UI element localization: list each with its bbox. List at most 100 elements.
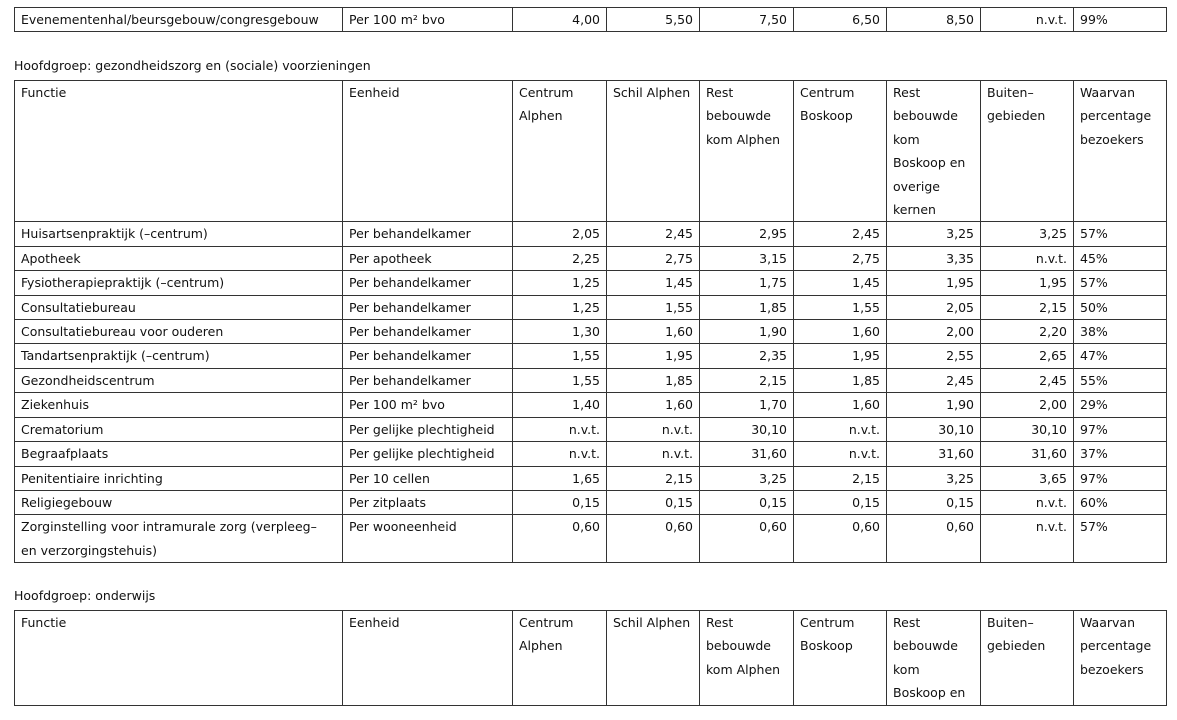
table-cell: 0,15 bbox=[512, 489, 607, 516]
table-cell: Begraafplaats bbox=[14, 441, 343, 467]
header-cell: Centrum Alphen bbox=[512, 79, 607, 223]
table-cell: 1,90 bbox=[699, 319, 794, 345]
table-row: Huisartsenpraktijk (–centrum) Per behande… bbox=[14, 221, 1167, 247]
header-row: Functie Eenheid Centrum Alphen Schil Alphen… bbox=[14, 610, 1167, 706]
table-cell: 2,45 bbox=[606, 221, 700, 247]
table-cell: 0,60 bbox=[699, 514, 794, 564]
section-table: Functie Eenheid Centrum Alphen Schil Alphen… bbox=[14, 610, 1167, 706]
table-cell: 2,75 bbox=[793, 245, 887, 272]
header-cell: Buiten– gebieden bbox=[980, 79, 1074, 223]
table-cell: 8,50 bbox=[886, 6, 981, 33]
table-cell: 57% bbox=[1073, 221, 1167, 247]
table-row: Apotheek Per apotheek 2,25 2,75 3,15 2,75 3,35… bbox=[14, 245, 1167, 272]
table-cell: Penitentiaire inrichting bbox=[14, 465, 343, 491]
table-cell: Religiegebouw bbox=[14, 489, 343, 516]
table-row: Gezondheidscentrum Per behandelkamer 1,55 1… bbox=[14, 367, 1167, 394]
section-heading: Hoofdgroep: onderwijs bbox=[14, 588, 156, 603]
table-cell: 1,90 bbox=[886, 392, 981, 418]
table-cell: 1,95 bbox=[886, 270, 981, 296]
table-cell: 1,25 bbox=[512, 270, 607, 296]
table-row: Penitentiaire inrichting Per 10 cellen 1,6… bbox=[14, 465, 1167, 491]
table-cell: 0,15 bbox=[793, 489, 887, 516]
table-cell: n.v.t. bbox=[606, 416, 700, 443]
table-cell: Apotheek bbox=[14, 245, 343, 272]
table-cell: n.v.t. bbox=[980, 489, 1074, 516]
table-cell: 1,30 bbox=[512, 319, 607, 345]
table-cell: 31,60 bbox=[699, 441, 794, 467]
table-cell: Per behandelkamer bbox=[342, 270, 513, 296]
table-cell: 97% bbox=[1073, 416, 1167, 443]
table-row: Crematorium Per gelijke plechtigheid n.v.t… bbox=[14, 416, 1167, 443]
table-cell: 31,60 bbox=[980, 441, 1074, 467]
table-cell: Crematorium bbox=[14, 416, 343, 443]
header-cell: Waarvan percentage bezoekers bbox=[1073, 610, 1167, 706]
table-cell: n.v.t. bbox=[980, 514, 1074, 564]
table-cell: 29% bbox=[1073, 392, 1167, 418]
table-cell: 57% bbox=[1073, 514, 1167, 564]
header-cell: Schil Alphen bbox=[606, 610, 700, 706]
table-cell: 1,45 bbox=[606, 270, 700, 296]
table-cell: 3,25 bbox=[886, 221, 981, 247]
table-cell: 2,45 bbox=[980, 367, 1074, 394]
table-cell: n.v.t. bbox=[606, 441, 700, 467]
table-cell: 0,60 bbox=[886, 514, 981, 564]
section-heading: Hoofdgroep: gezondheidszorg en (sociale)… bbox=[14, 58, 371, 73]
table-cell: Per behandelkamer bbox=[342, 319, 513, 345]
table-cell: 1,95 bbox=[980, 270, 1074, 296]
top-table: Evenementenhal/beursgebouw/congresgebouw… bbox=[14, 6, 1167, 33]
header-cell: Eenheid bbox=[342, 79, 513, 223]
table-cell: 3,35 bbox=[886, 245, 981, 272]
header-cell: Rest bebouwde kom Alphen bbox=[699, 79, 794, 223]
table-cell: 1,85 bbox=[793, 367, 887, 394]
table-cell: 1,60 bbox=[606, 319, 700, 345]
table-cell: 1,60 bbox=[793, 392, 887, 418]
table-cell: Per wooneenheid bbox=[342, 514, 513, 564]
table-cell: 2,65 bbox=[980, 343, 1074, 369]
table-cell: 37% bbox=[1073, 441, 1167, 467]
table-cell: Per behandelkamer bbox=[342, 343, 513, 369]
table-row: Begraafplaats Per gelijke plechtigheid n.v… bbox=[14, 441, 1167, 467]
table-cell: n.v.t. bbox=[793, 441, 887, 467]
table-cell: Per 10 cellen bbox=[342, 465, 513, 491]
table-cell: n.v.t. bbox=[512, 416, 607, 443]
table-cell: 0,60 bbox=[793, 514, 887, 564]
table-cell: 2,55 bbox=[886, 343, 981, 369]
table-cell: 2,35 bbox=[699, 343, 794, 369]
table-cell: 1,65 bbox=[512, 465, 607, 491]
table-cell: 0,60 bbox=[606, 514, 700, 564]
table-cell: Per behandelkamer bbox=[342, 367, 513, 394]
table-cell: 3,25 bbox=[980, 221, 1074, 247]
header-cell: Centrum Boskoop bbox=[793, 79, 887, 223]
header-cell: Rest bebouwde kom Boskoop en bbox=[886, 610, 981, 706]
table-cell: 1,70 bbox=[699, 392, 794, 418]
table-cell: 1,95 bbox=[793, 343, 887, 369]
table-row: Evenementenhal/beursgebouw/congresgebouw… bbox=[14, 6, 1167, 33]
table-row: Consultatiebureau voor ouderen Per behand… bbox=[14, 319, 1167, 345]
table-cell: 1,55 bbox=[606, 294, 700, 321]
table-cell: 0,60 bbox=[512, 514, 607, 564]
table-cell: 97% bbox=[1073, 465, 1167, 491]
header-cell: Centrum Alphen bbox=[512, 610, 607, 706]
table-cell: Per apotheek bbox=[342, 245, 513, 272]
table-cell: 50% bbox=[1073, 294, 1167, 321]
table-cell: 30,10 bbox=[699, 416, 794, 443]
table-cell: 0,15 bbox=[606, 489, 700, 516]
table-cell: 7,50 bbox=[699, 6, 794, 33]
table-cell: 2,15 bbox=[699, 367, 794, 394]
table-cell: Huisartsenpraktijk (–centrum) bbox=[14, 221, 343, 247]
header-cell: Schil Alphen bbox=[606, 79, 700, 223]
table-cell: 1,95 bbox=[606, 343, 700, 369]
table-cell: 1,60 bbox=[793, 319, 887, 345]
table-cell: Evenementenhal/beursgebouw/congresgebouw bbox=[14, 6, 343, 33]
table-cell: 3,65 bbox=[980, 465, 1074, 491]
table-cell: 2,95 bbox=[699, 221, 794, 247]
table-cell: 1,55 bbox=[793, 294, 887, 321]
table-cell: n.v.t. bbox=[980, 245, 1074, 272]
table-cell: Per behandelkamer bbox=[342, 294, 513, 321]
table-cell: 0,15 bbox=[699, 489, 794, 516]
table-cell: Fysiotherapiepraktijk (–centrum) bbox=[14, 270, 343, 296]
table-cell: n.v.t. bbox=[980, 6, 1074, 33]
table-cell: n.v.t. bbox=[793, 416, 887, 443]
table-cell: Per behandelkamer bbox=[342, 221, 513, 247]
